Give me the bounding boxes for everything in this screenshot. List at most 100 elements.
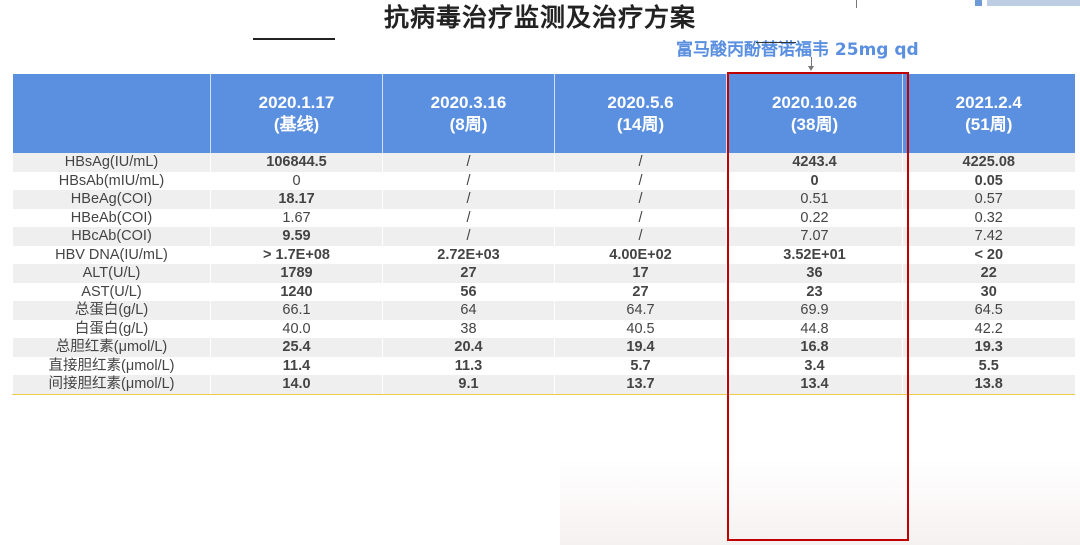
header-date: 2021.2.4 (955, 92, 1022, 112)
value-cell: 13.8 (902, 375, 1075, 395)
value-cell: < 20 (902, 245, 1075, 264)
value-cell: 0.22 (726, 208, 903, 227)
value-cell: 11.3 (382, 356, 555, 375)
value-cell: 23 (726, 282, 903, 301)
value-cell: 1.67 (210, 208, 383, 227)
decorative-tick (856, 0, 857, 8)
value-cell: 5.5 (902, 356, 1075, 375)
header-week: (51周) (965, 114, 1013, 134)
header-cell-date: 2020.1.17 (基线) (210, 74, 383, 153)
row-label: 间接胆红素(μmol/L) (12, 375, 211, 395)
lab-results-table: 2020.1.17 (基线) 2020.3.16 (8周) 2020.5.6 (14周) 2… (12, 74, 1075, 395)
value-cell: 11.4 (210, 356, 383, 375)
value-cell: 106844.5 (210, 153, 383, 172)
value-cell: / (382, 227, 555, 246)
value-cell: 69.9 (726, 301, 903, 320)
header-week: (38周) (790, 114, 839, 134)
value-cell: / (554, 227, 727, 246)
value-cell: 64 (382, 301, 555, 320)
value-cell: / (554, 153, 727, 172)
value-cell: / (554, 208, 727, 227)
header-date: 2020.10.26 (771, 92, 858, 112)
value-cell: / (382, 190, 555, 209)
row-label: 直接胆红素(μmol/L) (12, 356, 211, 375)
header-week: (基线) (273, 114, 320, 134)
value-cell: 40.5 (554, 319, 727, 338)
value-cell: / (554, 171, 727, 190)
value-cell: 19.4 (554, 338, 727, 357)
row-label: AST(U/L) (12, 282, 211, 301)
value-cell: 4225.08 (902, 153, 1075, 172)
table-header: 2020.1.17 (基线) 2020.3.16 (8周) 2020.5.6 (14周) 2… (12, 74, 1075, 153)
value-cell: 40.0 (210, 319, 383, 338)
annotation-line (756, 42, 796, 43)
value-cell: 1240 (210, 282, 383, 301)
value-cell: 38 (382, 319, 555, 338)
row-label: ALT(U/L) (12, 264, 211, 283)
table-row: HBeAg(COI) 18.17//0.51 0.57 (12, 190, 1075, 209)
table-row: HBcAb(COI) 9.59//7.07 7.42 (12, 227, 1075, 246)
table-row: HBsAg(IU/mL) 106844.5//4243.4 4225.08 (12, 153, 1075, 172)
table-row: HBsAb(mIU/mL) 0//0 0.05 (12, 171, 1075, 190)
value-cell: 44.8 (726, 319, 903, 338)
value-cell: 4243.4 (726, 153, 903, 172)
header-date: 2020.5.6 (607, 92, 674, 112)
header-cell-date: 2021.2.4 (51周) (902, 74, 1075, 153)
row-label: 总蛋白(g/L) (12, 301, 211, 320)
value-cell: 27 (554, 282, 727, 301)
value-cell: 20.4 (382, 338, 555, 357)
value-cell: / (382, 208, 555, 227)
value-cell: / (382, 153, 555, 172)
value-cell: 0.57 (902, 190, 1075, 209)
header-date: 2020.1.17 (258, 92, 335, 112)
value-cell: 30 (902, 282, 1075, 301)
header-cell-date: 2020.5.6 (14周) (554, 74, 727, 153)
row-label: HBeAb(COI) (12, 208, 211, 227)
value-cell: 17 (554, 264, 727, 283)
header-cell-blank (12, 74, 211, 153)
value-cell: 4.00E+02 (554, 245, 727, 264)
value-cell: / (554, 190, 727, 209)
value-cell: 14.0 (210, 375, 383, 395)
value-cell: 19.3 (902, 338, 1075, 357)
table-row: 直接胆红素(μmol/L) 11.4 11.3 5.7 3.4 5.5 (12, 356, 1075, 375)
value-cell: 1789 (210, 264, 383, 283)
title-underline-divider (253, 38, 335, 40)
arrow-head-icon (808, 66, 814, 71)
logo-strip (975, 0, 1080, 6)
table-row: ALT(U/L) 1789 27 17 36 22 (12, 264, 1075, 283)
background-skyline-watermark (560, 400, 1080, 545)
value-cell: 22 (902, 264, 1075, 283)
value-cell: 42.2 (902, 319, 1075, 338)
row-label: HBeAg(COI) (12, 190, 211, 209)
value-cell: 13.4 (726, 375, 903, 395)
header-week: (14周) (616, 114, 665, 134)
value-cell: > 1.7E+08 (210, 245, 383, 264)
value-cell: 36 (726, 264, 903, 283)
row-label: 总胆红素(μmol/L) (12, 338, 211, 357)
value-cell: 27 (382, 264, 555, 283)
header-row: 2020.1.17 (基线) 2020.3.16 (8周) 2020.5.6 (14周) 2… (12, 74, 1075, 153)
value-cell: 16.8 (726, 338, 903, 357)
header-date: 2020.3.16 (430, 92, 507, 112)
value-cell: 5.7 (554, 356, 727, 375)
table-row: 总胆红素(μmol/L) 25.4 20.4 19.4 16.8 19.3 (12, 338, 1075, 357)
value-cell: 13.7 (554, 375, 727, 395)
table-row: 总蛋白(g/L) 66.1 64 64.7 69.9 64.5 (12, 301, 1075, 320)
value-cell: 25.4 (210, 338, 383, 357)
value-cell: 0.51 (726, 190, 903, 209)
value-cell: 18.17 (210, 190, 383, 209)
table-row: AST(U/L) 1240 56 27 23 30 (12, 282, 1075, 301)
row-label: HBcAb(COI) (12, 227, 211, 246)
table-row: HBeAb(COI) 1.67//0.22 0.32 (12, 208, 1075, 227)
page-title: 抗病毒治疗监测及治疗方案 (383, 3, 696, 32)
header-cell-date: 2020.10.26 (38周) (726, 74, 903, 153)
value-cell: / (382, 171, 555, 190)
table-row: 间接胆红素(μmol/L) 14.0 9.1 13.7 13.4 13.8 (12, 375, 1075, 395)
table-body: HBsAg(IU/mL) 106844.5//4243.4 4225.08 HBsAb… (12, 153, 1075, 395)
value-cell: 0 (210, 171, 383, 190)
value-cell: 56 (382, 282, 555, 301)
header-cell-date: 2020.3.16 (8周) (382, 74, 555, 153)
value-cell: 64.7 (554, 301, 727, 320)
drug-annotation-label: 富马酸丙酚替诺福韦 25mg qd (676, 40, 919, 60)
